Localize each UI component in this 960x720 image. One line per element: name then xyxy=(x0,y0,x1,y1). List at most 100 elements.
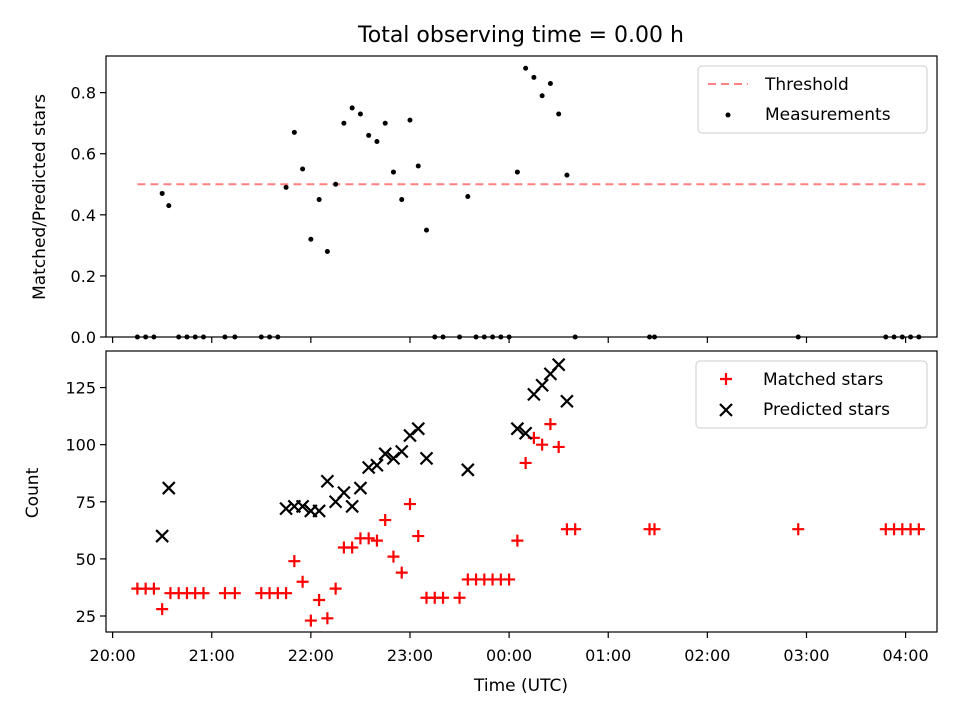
measurement-point xyxy=(556,111,562,117)
predicted-point xyxy=(551,357,566,372)
measurement-point xyxy=(159,190,165,196)
xticks-ratio xyxy=(112,337,907,343)
measurement-point xyxy=(349,105,355,111)
matched-point xyxy=(912,523,925,536)
measurement-point xyxy=(283,184,289,190)
measurement-point xyxy=(407,117,413,123)
predicted-point xyxy=(345,499,359,514)
predicted-point xyxy=(320,474,335,488)
predicted-point xyxy=(378,447,392,461)
ytick-label: 100 xyxy=(65,436,96,455)
matched-point xyxy=(321,612,334,625)
measurement-point xyxy=(366,132,372,138)
ytick-label: 0.4 xyxy=(71,206,96,225)
ytick-label: 0.8 xyxy=(71,84,96,103)
matched-point xyxy=(569,523,582,536)
measurement-point xyxy=(399,197,405,203)
measurement-point xyxy=(316,197,322,203)
predicted-point xyxy=(337,485,351,500)
ylabel-ratio: Matched/Predicted stars xyxy=(30,94,50,300)
legend-measurements-swatch xyxy=(725,112,731,118)
ytick-label: 0.2 xyxy=(71,267,96,286)
measurement-point xyxy=(415,163,421,169)
measurement-point xyxy=(382,120,388,126)
predicted-point xyxy=(279,501,293,516)
matched-point xyxy=(412,530,425,543)
matched-point xyxy=(280,587,293,600)
matched-point xyxy=(395,566,408,579)
matched-point xyxy=(156,603,169,616)
yticks-ratio: 0.0 0.2 0.4 0.6 0.8 xyxy=(71,84,106,347)
legend-matched-label: Matched stars xyxy=(763,370,883,390)
predicted-point xyxy=(411,421,426,436)
predicted-point xyxy=(461,463,475,477)
xtick-label: 02:00 xyxy=(684,646,730,665)
matched-point xyxy=(370,534,383,547)
measurement-point xyxy=(300,166,306,172)
xtick-label: 00:00 xyxy=(486,646,532,665)
matched-point xyxy=(288,555,301,568)
matched-point xyxy=(403,498,416,511)
ytick-label: 125 xyxy=(65,379,96,398)
legend-measurements-label: Measurements xyxy=(765,105,891,125)
matched-point xyxy=(387,550,400,563)
axes-frame-count xyxy=(105,350,938,633)
xlabel: Time (UTC) xyxy=(473,676,568,696)
matched-point xyxy=(519,456,532,469)
legend-predicted-label: Predicted stars xyxy=(763,400,890,420)
legend-box-ratio xyxy=(697,65,928,134)
panel-ratio: Matched/Predicted stars 0.00.20.40.60.8 … xyxy=(30,55,938,347)
predicted-point xyxy=(510,421,525,436)
legend-ratio: Threshold Measurements xyxy=(697,65,928,134)
matched-point xyxy=(329,582,342,595)
matched-point xyxy=(228,587,241,600)
chart-title: Total observing time = 0.00 h xyxy=(357,23,684,48)
xticks-count: 20:00 21:00 22:00 23:00 00:00 01:00 02:00 03:00… xyxy=(90,632,929,665)
matched-point xyxy=(536,438,549,451)
predicted-point xyxy=(370,458,384,473)
matched-point xyxy=(296,575,309,588)
xtick-label: 04:00 xyxy=(883,646,929,665)
panel-count: Count 25 50 75 100 125 20:00 21:00 22:00 23:00 0… xyxy=(23,350,938,696)
matched-point xyxy=(346,541,359,554)
predicted-points xyxy=(155,357,574,543)
measurement-point xyxy=(523,65,529,71)
predicted-point xyxy=(535,378,549,393)
xtick-label: 20:00 xyxy=(90,646,136,665)
yticks-count: 25 50 75 100 125 xyxy=(65,379,106,626)
matched-point xyxy=(197,587,210,600)
predicted-point xyxy=(295,499,310,514)
measurement-point xyxy=(564,172,570,178)
predicted-point xyxy=(353,481,368,495)
measurement-point xyxy=(166,203,172,209)
measurement-point xyxy=(357,111,363,117)
measurement-point xyxy=(341,120,347,126)
ytick-label: 0.0 xyxy=(71,328,96,347)
predicted-point xyxy=(361,460,376,475)
matched-point xyxy=(362,532,375,545)
matched-point xyxy=(792,523,805,536)
measurement-point xyxy=(465,194,471,199)
matched-point xyxy=(544,418,557,431)
xtick-label: 01:00 xyxy=(585,646,631,665)
measurement-point xyxy=(531,74,537,80)
legend-threshold-label: Threshold xyxy=(764,75,849,95)
xtick-label: 03:00 xyxy=(783,646,829,665)
predicted-point xyxy=(518,426,533,441)
measurement-point xyxy=(324,248,330,254)
matched-point xyxy=(147,582,160,595)
predicted-point xyxy=(560,394,574,409)
measurement-point xyxy=(539,93,545,99)
legend-predicted-swatch xyxy=(719,403,733,417)
measurement-point xyxy=(424,227,430,233)
predicted-point xyxy=(394,444,409,459)
legend-box-count xyxy=(695,360,928,429)
legend-matched-swatch xyxy=(720,373,732,385)
measurement-point xyxy=(514,169,520,175)
predicted-point xyxy=(162,481,176,495)
predicted-point xyxy=(155,529,169,543)
measurement-point xyxy=(291,129,297,135)
xtick-label: 21:00 xyxy=(189,646,235,665)
matched-points xyxy=(131,418,925,627)
